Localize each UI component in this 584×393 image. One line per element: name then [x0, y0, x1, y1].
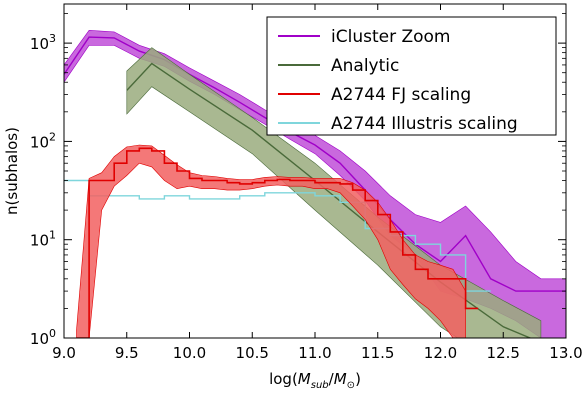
y-axis-label: n(subhalos) — [3, 127, 21, 215]
band-a2744-fj-scaling — [76, 144, 466, 338]
line-a2744-fj-scaling — [76, 147, 479, 338]
y-tick-label: 100 — [30, 327, 56, 348]
x-tick-label: 10.0 — [173, 344, 206, 362]
series-layer — [64, 29, 566, 338]
x-tick-label: 12.0 — [424, 344, 457, 362]
series-a2744-illustris-scaling — [64, 179, 491, 292]
x-tick-label: 12.5 — [487, 344, 520, 362]
legend-label-a2744-fj-scaling: A2744 FJ scaling — [331, 85, 471, 105]
y-tick-label: 103 — [30, 32, 56, 53]
x-tick-label: 10.5 — [236, 344, 269, 362]
legend-label-analytic: Analytic — [331, 56, 399, 76]
legend: iCluster Zoom Analytic A2744 FJ scaling A27… — [266, 16, 557, 136]
legend-label-icluster-zoom: iCluster Zoom — [331, 27, 450, 47]
y-tick-label: 101 — [30, 229, 56, 250]
series-a2744-fj-scaling — [76, 144, 479, 338]
x-tick-label: 11.0 — [298, 344, 331, 362]
x-tick-label: 11.5 — [361, 344, 394, 362]
ticks-layer: 9.0 9.5 10.0 10.5 11.0 11.5 12.0 12.5 13.0 100 101… — [30, 4, 583, 362]
legend-label-a2744-illustris-scaling: A2744 Illustris scaling — [331, 114, 518, 134]
x-tick-label: 13.0 — [549, 344, 582, 362]
line-a2744-illustris-scaling — [64, 179, 491, 292]
x-tick-label: 9.0 — [52, 344, 76, 362]
x-axis-label: log(Msub/M⊙) — [269, 370, 361, 391]
x-tick-label: 9.5 — [115, 344, 139, 362]
y-tick-label: 102 — [30, 130, 56, 151]
